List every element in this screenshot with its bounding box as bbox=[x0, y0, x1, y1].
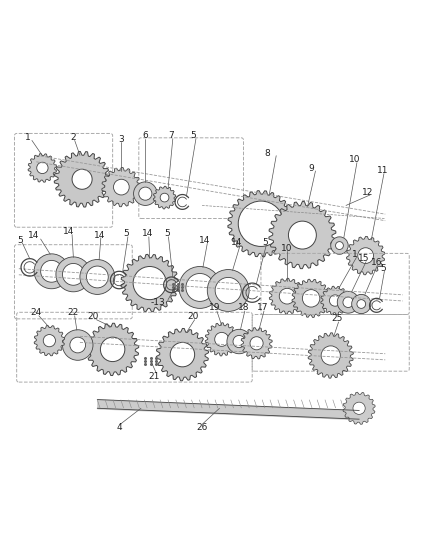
Circle shape bbox=[279, 288, 294, 304]
Text: 18: 18 bbox=[237, 303, 249, 312]
Circle shape bbox=[70, 337, 85, 353]
Circle shape bbox=[233, 335, 245, 348]
Text: 24: 24 bbox=[31, 308, 42, 317]
Polygon shape bbox=[307, 333, 353, 378]
Polygon shape bbox=[346, 237, 384, 275]
Text: 26: 26 bbox=[196, 423, 207, 432]
Circle shape bbox=[352, 402, 364, 414]
Text: 7: 7 bbox=[168, 131, 174, 140]
Circle shape bbox=[330, 237, 347, 254]
Circle shape bbox=[34, 254, 69, 289]
Polygon shape bbox=[268, 201, 335, 269]
Circle shape bbox=[72, 169, 92, 189]
Circle shape bbox=[185, 273, 213, 301]
Polygon shape bbox=[156, 328, 208, 381]
Text: 10: 10 bbox=[281, 244, 292, 253]
Circle shape bbox=[133, 266, 166, 300]
Polygon shape bbox=[227, 191, 293, 257]
Text: 3: 3 bbox=[118, 135, 124, 143]
Circle shape bbox=[100, 337, 124, 361]
Text: 14: 14 bbox=[63, 227, 74, 236]
Circle shape bbox=[80, 260, 115, 294]
Circle shape bbox=[288, 221, 316, 249]
Circle shape bbox=[160, 193, 169, 202]
Circle shape bbox=[351, 294, 370, 313]
Circle shape bbox=[62, 263, 84, 285]
Text: 5: 5 bbox=[262, 238, 268, 247]
Text: 22: 22 bbox=[67, 308, 79, 317]
Circle shape bbox=[321, 346, 339, 365]
Polygon shape bbox=[320, 286, 349, 315]
Circle shape bbox=[328, 295, 340, 306]
Polygon shape bbox=[28, 154, 57, 182]
Circle shape bbox=[342, 297, 353, 308]
Circle shape bbox=[215, 277, 241, 304]
Circle shape bbox=[238, 201, 283, 246]
Polygon shape bbox=[291, 279, 329, 318]
Text: 5: 5 bbox=[17, 236, 23, 245]
Circle shape bbox=[41, 261, 62, 282]
Text: 21: 21 bbox=[148, 372, 159, 381]
Text: 14: 14 bbox=[28, 231, 40, 240]
Polygon shape bbox=[121, 254, 178, 312]
Text: 12: 12 bbox=[361, 188, 373, 197]
Circle shape bbox=[207, 270, 249, 311]
Text: 15: 15 bbox=[357, 254, 368, 263]
Polygon shape bbox=[153, 186, 175, 209]
Circle shape bbox=[62, 330, 93, 360]
Text: 6: 6 bbox=[142, 131, 148, 140]
Text: 5: 5 bbox=[164, 229, 170, 238]
Text: 16: 16 bbox=[370, 257, 381, 266]
Text: 5: 5 bbox=[379, 264, 385, 273]
Text: 25: 25 bbox=[331, 314, 342, 324]
Polygon shape bbox=[86, 323, 138, 376]
Text: 5: 5 bbox=[123, 229, 128, 238]
Circle shape bbox=[86, 266, 108, 288]
Text: 14: 14 bbox=[231, 238, 242, 247]
Text: 14: 14 bbox=[94, 231, 105, 240]
Text: 20: 20 bbox=[187, 312, 198, 321]
Text: 11: 11 bbox=[377, 166, 388, 175]
Text: 20: 20 bbox=[87, 312, 99, 321]
Circle shape bbox=[335, 241, 343, 249]
Text: 19: 19 bbox=[209, 303, 220, 312]
Circle shape bbox=[56, 257, 91, 292]
Circle shape bbox=[133, 182, 157, 205]
Text: 5: 5 bbox=[190, 131, 196, 140]
Circle shape bbox=[336, 292, 358, 313]
Circle shape bbox=[138, 187, 152, 200]
Text: -13: -13 bbox=[151, 298, 166, 307]
Text: 17: 17 bbox=[257, 303, 268, 312]
Polygon shape bbox=[34, 326, 64, 356]
Circle shape bbox=[226, 329, 251, 354]
Polygon shape bbox=[342, 392, 374, 424]
Circle shape bbox=[179, 266, 220, 309]
Text: 4: 4 bbox=[116, 423, 122, 432]
Text: 1: 1 bbox=[25, 133, 30, 142]
Text: 14: 14 bbox=[141, 229, 153, 238]
Text: 2: 2 bbox=[71, 133, 76, 142]
Polygon shape bbox=[268, 278, 304, 314]
Text: 8: 8 bbox=[264, 149, 270, 158]
Text: 10: 10 bbox=[348, 155, 360, 164]
Polygon shape bbox=[102, 167, 141, 207]
Text: 14: 14 bbox=[198, 236, 209, 245]
Polygon shape bbox=[54, 151, 110, 207]
Circle shape bbox=[37, 162, 48, 174]
Circle shape bbox=[214, 333, 228, 346]
Circle shape bbox=[113, 179, 129, 195]
Text: 1: 1 bbox=[351, 250, 357, 259]
Text: 9: 9 bbox=[307, 164, 313, 173]
Circle shape bbox=[250, 337, 262, 350]
Circle shape bbox=[170, 342, 194, 367]
Circle shape bbox=[43, 335, 55, 347]
Circle shape bbox=[357, 248, 373, 263]
Polygon shape bbox=[240, 328, 272, 359]
Circle shape bbox=[302, 289, 319, 307]
Polygon shape bbox=[205, 323, 238, 356]
Circle shape bbox=[356, 300, 365, 309]
